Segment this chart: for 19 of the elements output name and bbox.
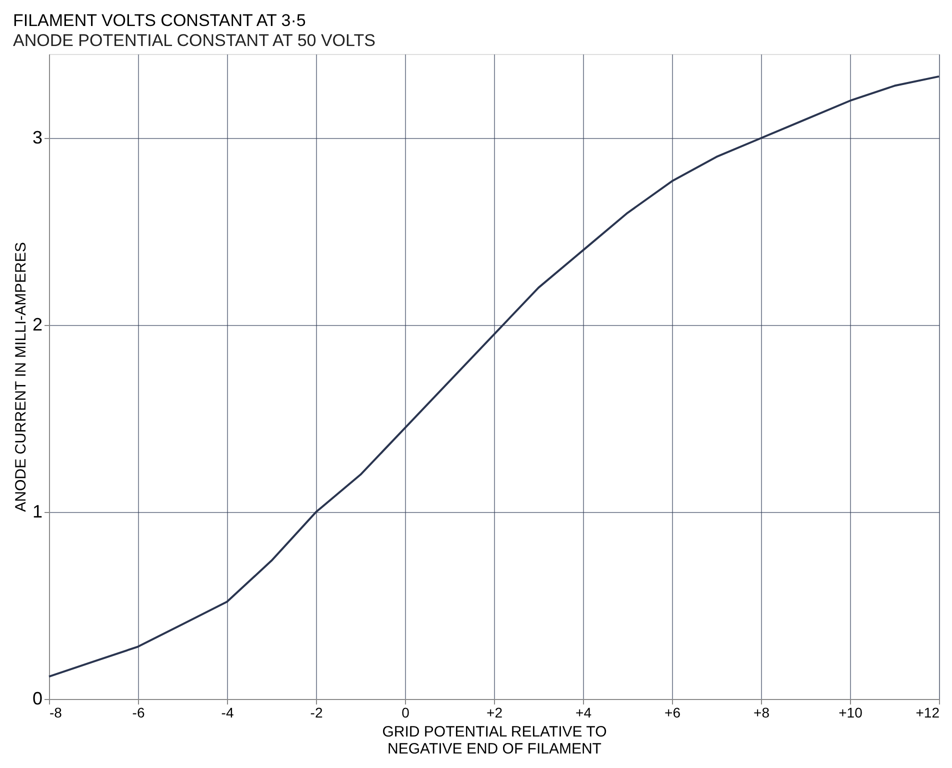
- chart-subtitle: ANODE POTENTIAL CONSTANT AT 50 VOLTS: [12, 31, 376, 50]
- x-tick-label: -8: [50, 704, 62, 720]
- x-tick-label: +10: [838, 704, 863, 720]
- y-tick-label: 1: [32, 502, 42, 522]
- y-tick-label: 2: [32, 314, 42, 335]
- chart-title: FILAMENT VOLTS CONSTANT AT 3·5: [12, 11, 306, 30]
- x-tick-label: +4: [576, 704, 592, 720]
- x-tick-label: +8: [754, 704, 770, 720]
- x-tick-label: +6: [664, 704, 681, 720]
- y-axis-title: ANODE CURRENT IN MILLI-AMPERES: [12, 242, 30, 512]
- x-tick-label: -6: [132, 704, 145, 720]
- x-tick-label: 0: [402, 704, 410, 720]
- x-tick-label: -2: [310, 704, 323, 720]
- x-tick-label: +12: [916, 704, 940, 720]
- line-series: [48, 75, 940, 678]
- x-axis-title: GRID POTENTIAL RELATIVE TO NEGATIVE END OF FILAMENT: [382, 724, 607, 758]
- x-tick-label: -4: [221, 704, 234, 720]
- x-tick-label: +2: [486, 704, 503, 720]
- y-tick-label: 3: [32, 128, 42, 148]
